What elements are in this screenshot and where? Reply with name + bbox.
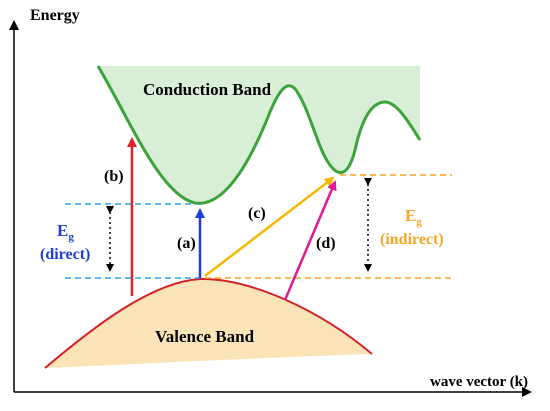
- x-axis-label: wave vector (k): [430, 374, 528, 390]
- transition-label-b: (b): [104, 168, 124, 185]
- direct-gap-symbol: Eg: [57, 221, 74, 243]
- transition-label-d: (d): [316, 235, 336, 252]
- transition-arrow-c: [204, 176, 335, 277]
- valence-band-region: [45, 278, 372, 368]
- direct-gap-qualifier: (direct): [40, 246, 90, 263]
- indirect-gap-E: E: [405, 206, 416, 225]
- valence-band-edge: [44, 277, 373, 369]
- indirect-gap-subscript: g: [416, 216, 422, 228]
- direct-gap-E: E: [57, 221, 68, 240]
- valence-band-label: Valence Band: [155, 327, 255, 346]
- transition-arrow-d: [283, 180, 337, 301]
- indirect-gap-symbol: Eg: [405, 206, 422, 228]
- direct-gap-subscript: g: [68, 231, 74, 243]
- indirect-gap-qualifier: (indirect): [380, 231, 444, 248]
- transition-label-c: (c): [248, 205, 266, 222]
- y-axis-label: Energy: [30, 7, 80, 24]
- conduction-band-label: Conduction Band: [143, 80, 272, 99]
- conduction-band-edge: [96, 65, 422, 205]
- transition-label-a: (a): [177, 235, 196, 252]
